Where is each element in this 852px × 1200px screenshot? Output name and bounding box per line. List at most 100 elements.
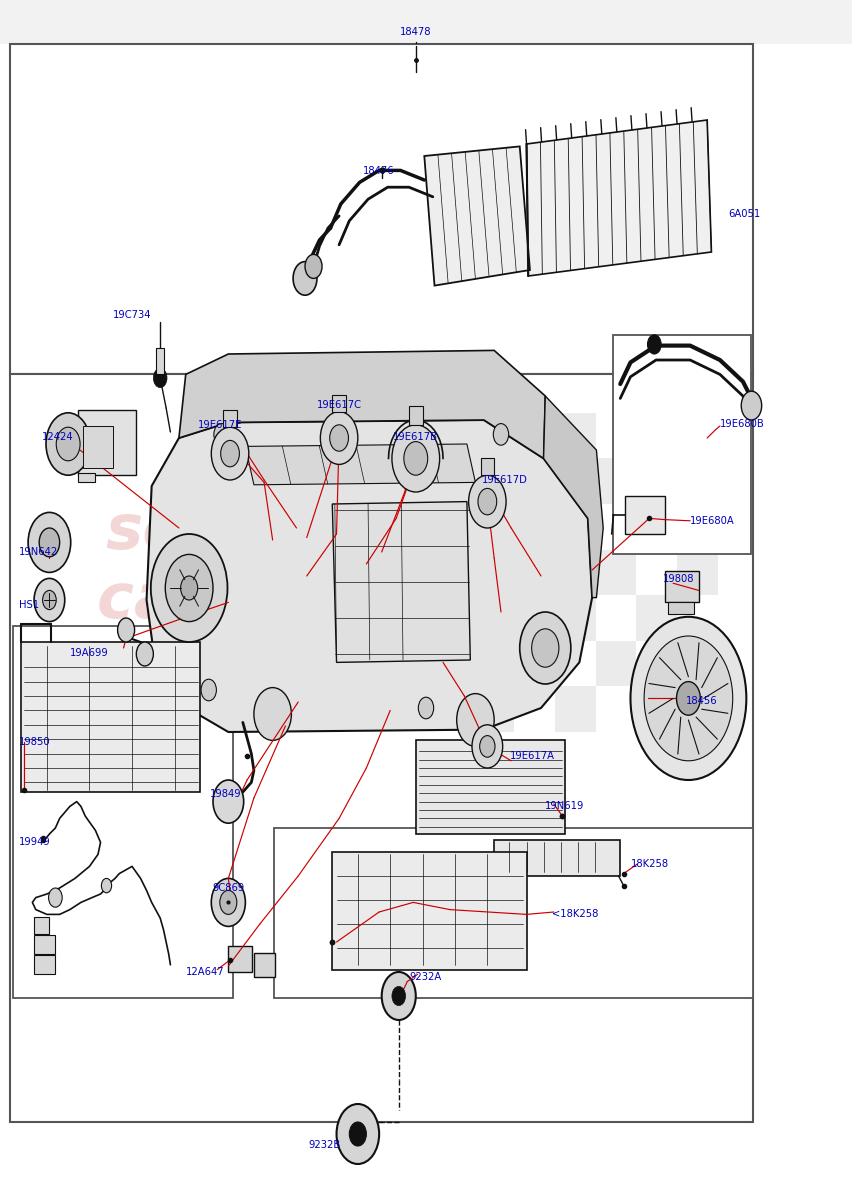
Bar: [409, 406, 423, 425]
Bar: [473, 686, 514, 732]
Text: 19E680B: 19E680B: [720, 419, 765, 428]
Text: 18478: 18478: [400, 28, 431, 37]
Bar: [473, 504, 514, 550]
Text: 19E617D: 19E617D: [481, 475, 527, 485]
Circle shape: [469, 475, 506, 528]
Circle shape: [630, 617, 746, 780]
Bar: [10, 44, 753, 374]
Bar: [78, 410, 136, 475]
Text: <18K258: <18K258: [552, 910, 598, 919]
Circle shape: [676, 682, 700, 715]
Text: 6A051: 6A051: [728, 209, 761, 218]
Polygon shape: [179, 350, 545, 458]
Circle shape: [118, 618, 135, 642]
Polygon shape: [527, 120, 711, 276]
Circle shape: [293, 262, 317, 295]
Bar: [665, 571, 699, 602]
Bar: [332, 852, 527, 970]
Circle shape: [181, 576, 198, 600]
Text: 19E617B: 19E617B: [394, 432, 438, 442]
Bar: [156, 348, 164, 374]
Circle shape: [39, 528, 60, 557]
Text: 9C869: 9C869: [212, 883, 245, 893]
Text: 19850: 19850: [19, 737, 50, 746]
Circle shape: [392, 425, 440, 492]
Circle shape: [34, 578, 65, 622]
Bar: [514, 550, 555, 595]
Circle shape: [480, 736, 495, 757]
Bar: [274, 828, 753, 998]
Text: 19A699: 19A699: [70, 648, 108, 658]
Circle shape: [382, 972, 416, 1020]
Circle shape: [392, 986, 406, 1006]
Bar: [83, 426, 113, 468]
Polygon shape: [147, 420, 592, 732]
Bar: [636, 595, 677, 641]
Circle shape: [330, 425, 348, 451]
Circle shape: [211, 878, 245, 926]
Bar: [10, 374, 753, 1122]
Circle shape: [337, 1104, 379, 1164]
Circle shape: [211, 427, 249, 480]
Circle shape: [493, 424, 509, 445]
Text: 19E617A: 19E617A: [509, 751, 555, 761]
Polygon shape: [424, 146, 530, 286]
Bar: [636, 413, 677, 458]
Bar: [254, 953, 275, 977]
Circle shape: [43, 590, 56, 610]
Circle shape: [520, 612, 571, 684]
Text: 19C734: 19C734: [112, 311, 152, 320]
Bar: [677, 550, 718, 595]
Bar: [555, 413, 596, 458]
Text: scuderia
car parts: scuderia car parts: [97, 502, 414, 631]
Circle shape: [46, 413, 90, 475]
Circle shape: [644, 636, 733, 761]
Bar: [473, 595, 514, 641]
Text: 19E617E: 19E617E: [198, 420, 242, 430]
Circle shape: [648, 335, 661, 354]
Polygon shape: [245, 444, 475, 485]
Bar: [34, 935, 55, 954]
Text: 18456: 18456: [686, 696, 717, 706]
Circle shape: [201, 679, 216, 701]
Circle shape: [349, 1122, 366, 1146]
Bar: [13, 626, 233, 998]
Bar: [0, 0, 852, 44]
Bar: [21, 642, 200, 792]
Text: 19E680A: 19E680A: [690, 516, 735, 526]
Bar: [34, 917, 49, 934]
Text: 9232A: 9232A: [409, 972, 441, 982]
Bar: [34, 955, 55, 974]
Bar: [416, 740, 565, 834]
Text: 12A647: 12A647: [186, 967, 224, 977]
Text: 19808: 19808: [663, 575, 694, 584]
Bar: [596, 550, 636, 595]
Bar: [332, 395, 346, 412]
Bar: [481, 458, 494, 475]
Circle shape: [153, 368, 167, 388]
Bar: [625, 496, 665, 534]
Text: 19849: 19849: [210, 790, 242, 799]
Text: 19N619: 19N619: [545, 802, 584, 811]
Bar: [668, 602, 694, 614]
Text: HS1: HS1: [19, 600, 39, 610]
Circle shape: [165, 554, 213, 622]
Circle shape: [28, 512, 71, 572]
Circle shape: [220, 890, 237, 914]
Polygon shape: [332, 502, 470, 662]
Circle shape: [254, 688, 291, 740]
Circle shape: [214, 424, 229, 445]
Circle shape: [418, 697, 434, 719]
Text: 19E617C: 19E617C: [317, 401, 361, 410]
Circle shape: [478, 488, 497, 515]
Circle shape: [101, 878, 112, 893]
Bar: [555, 504, 596, 550]
Polygon shape: [544, 396, 603, 598]
Circle shape: [151, 534, 227, 642]
Text: 18476: 18476: [363, 167, 395, 176]
Bar: [677, 641, 718, 686]
Bar: [228, 946, 252, 972]
Circle shape: [741, 391, 762, 420]
Circle shape: [457, 694, 494, 746]
Circle shape: [404, 442, 428, 475]
